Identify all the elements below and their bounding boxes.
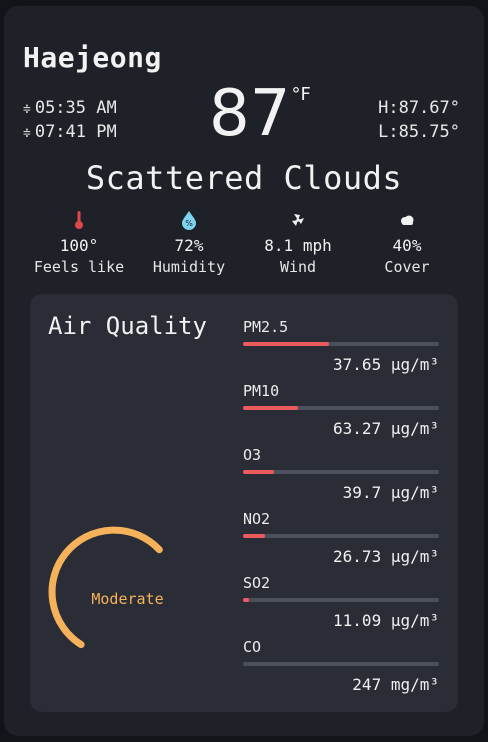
pollutant-bar-track	[243, 470, 439, 474]
pollutant-bar-fill	[243, 470, 275, 474]
pollutant-o3: O3 39.7 µg/m³	[243, 446, 439, 502]
feels-like-label: Feels like	[33, 258, 125, 276]
pollutant-bar-fill	[243, 534, 265, 538]
temperature-unit: °F	[291, 84, 311, 105]
sunset: ≑ 07:41 PM	[23, 122, 117, 142]
humidity-label: Humidity	[152, 258, 226, 276]
air-quality-gauge	[48, 526, 163, 649]
stat-wind: 8.1 mph Wind	[243, 208, 353, 276]
cloud-icon	[352, 208, 462, 232]
gauge-arc	[48, 526, 163, 649]
feels-like-value: 100°	[59, 236, 99, 255]
pollutant-name: PM2.5	[243, 318, 289, 336]
pollutant-name: SO2	[243, 574, 271, 592]
humidity-value: 72%	[174, 236, 204, 255]
high-temperature: H:87.67°	[378, 98, 460, 118]
cover-value: 40%	[392, 236, 422, 255]
stat-humidity: % 72% Humidity	[134, 208, 244, 276]
pollutant-value: 37.65 µg/m³	[333, 355, 439, 374]
air-quality-panel: Air Quality Moderate PM2.5 37.65 µg/m³ PM1…	[30, 294, 458, 712]
pollutant-pm25: PM2.5 37.65 µg/m³	[243, 318, 439, 374]
pollutant-co: CO 247 mg/m³	[243, 638, 439, 694]
pollutant-value: 39.7 µg/m³	[342, 483, 439, 502]
pollutant-no2: NO2 26.73 µg/m³	[243, 510, 439, 566]
pollutant-bar-track	[243, 342, 439, 346]
pollutant-value: 11.09 µg/m³	[333, 611, 439, 630]
wind-label: Wind	[279, 258, 317, 276]
city-name: Haejeong	[23, 41, 162, 74]
pollutant-value: 26.73 µg/m³	[333, 547, 439, 566]
pollutant-bar-fill	[243, 598, 249, 602]
pollutant-bar-fill	[243, 406, 298, 410]
svg-text:%: %	[185, 219, 193, 228]
pollutant-bar-track	[243, 662, 439, 666]
sunset-time: 07:41 PM	[34, 122, 117, 142]
pollutant-name: PM10	[243, 382, 280, 400]
air-quality-status: Moderate	[91, 590, 164, 608]
thermometer-icon	[24, 208, 134, 232]
air-quality-title: Air Quality	[48, 312, 207, 340]
stat-cloud-cover: 40% Cover	[352, 208, 462, 276]
pollutant-bar-track	[243, 406, 439, 410]
sunrise-time: 05:35 AM	[34, 98, 117, 118]
pollutant-name: NO2	[243, 510, 271, 528]
stat-feels-like: 100° Feels like	[24, 208, 134, 276]
pollutant-name: O3	[243, 446, 262, 464]
pollutant-so2: SO2 11.09 µg/m³	[243, 574, 439, 630]
pollutant-bar-fill	[243, 342, 330, 346]
current-temperature: 87°F	[209, 82, 311, 146]
wind-icon	[243, 208, 353, 232]
pollutant-name: CO	[243, 638, 262, 656]
temperature-value: 87	[209, 77, 291, 151]
weather-card: Haejeong ≑ 05:35 AM ≑ 07:41 PM 87°F H:87.6…	[4, 6, 484, 736]
sunset-icon: ≑	[23, 126, 31, 141]
pollutant-value: 247 mg/m³	[352, 675, 439, 694]
humidity-icon: %	[134, 208, 244, 232]
wind-value: 8.1 mph	[264, 236, 332, 255]
cover-label: Cover	[384, 258, 430, 276]
sunrise: ≑ 05:35 AM	[23, 98, 117, 118]
pollutant-value: 63.27 µg/m³	[333, 419, 439, 438]
pollutant-pm10: PM10 63.27 µg/m³	[243, 382, 439, 438]
pollutant-bar-track	[243, 534, 439, 538]
weather-condition: Scattered Clouds	[85, 159, 403, 197]
sunrise-icon: ≑	[23, 102, 31, 117]
low-temperature: L:85.75°	[378, 122, 460, 142]
pollutant-bar-track	[243, 598, 439, 602]
